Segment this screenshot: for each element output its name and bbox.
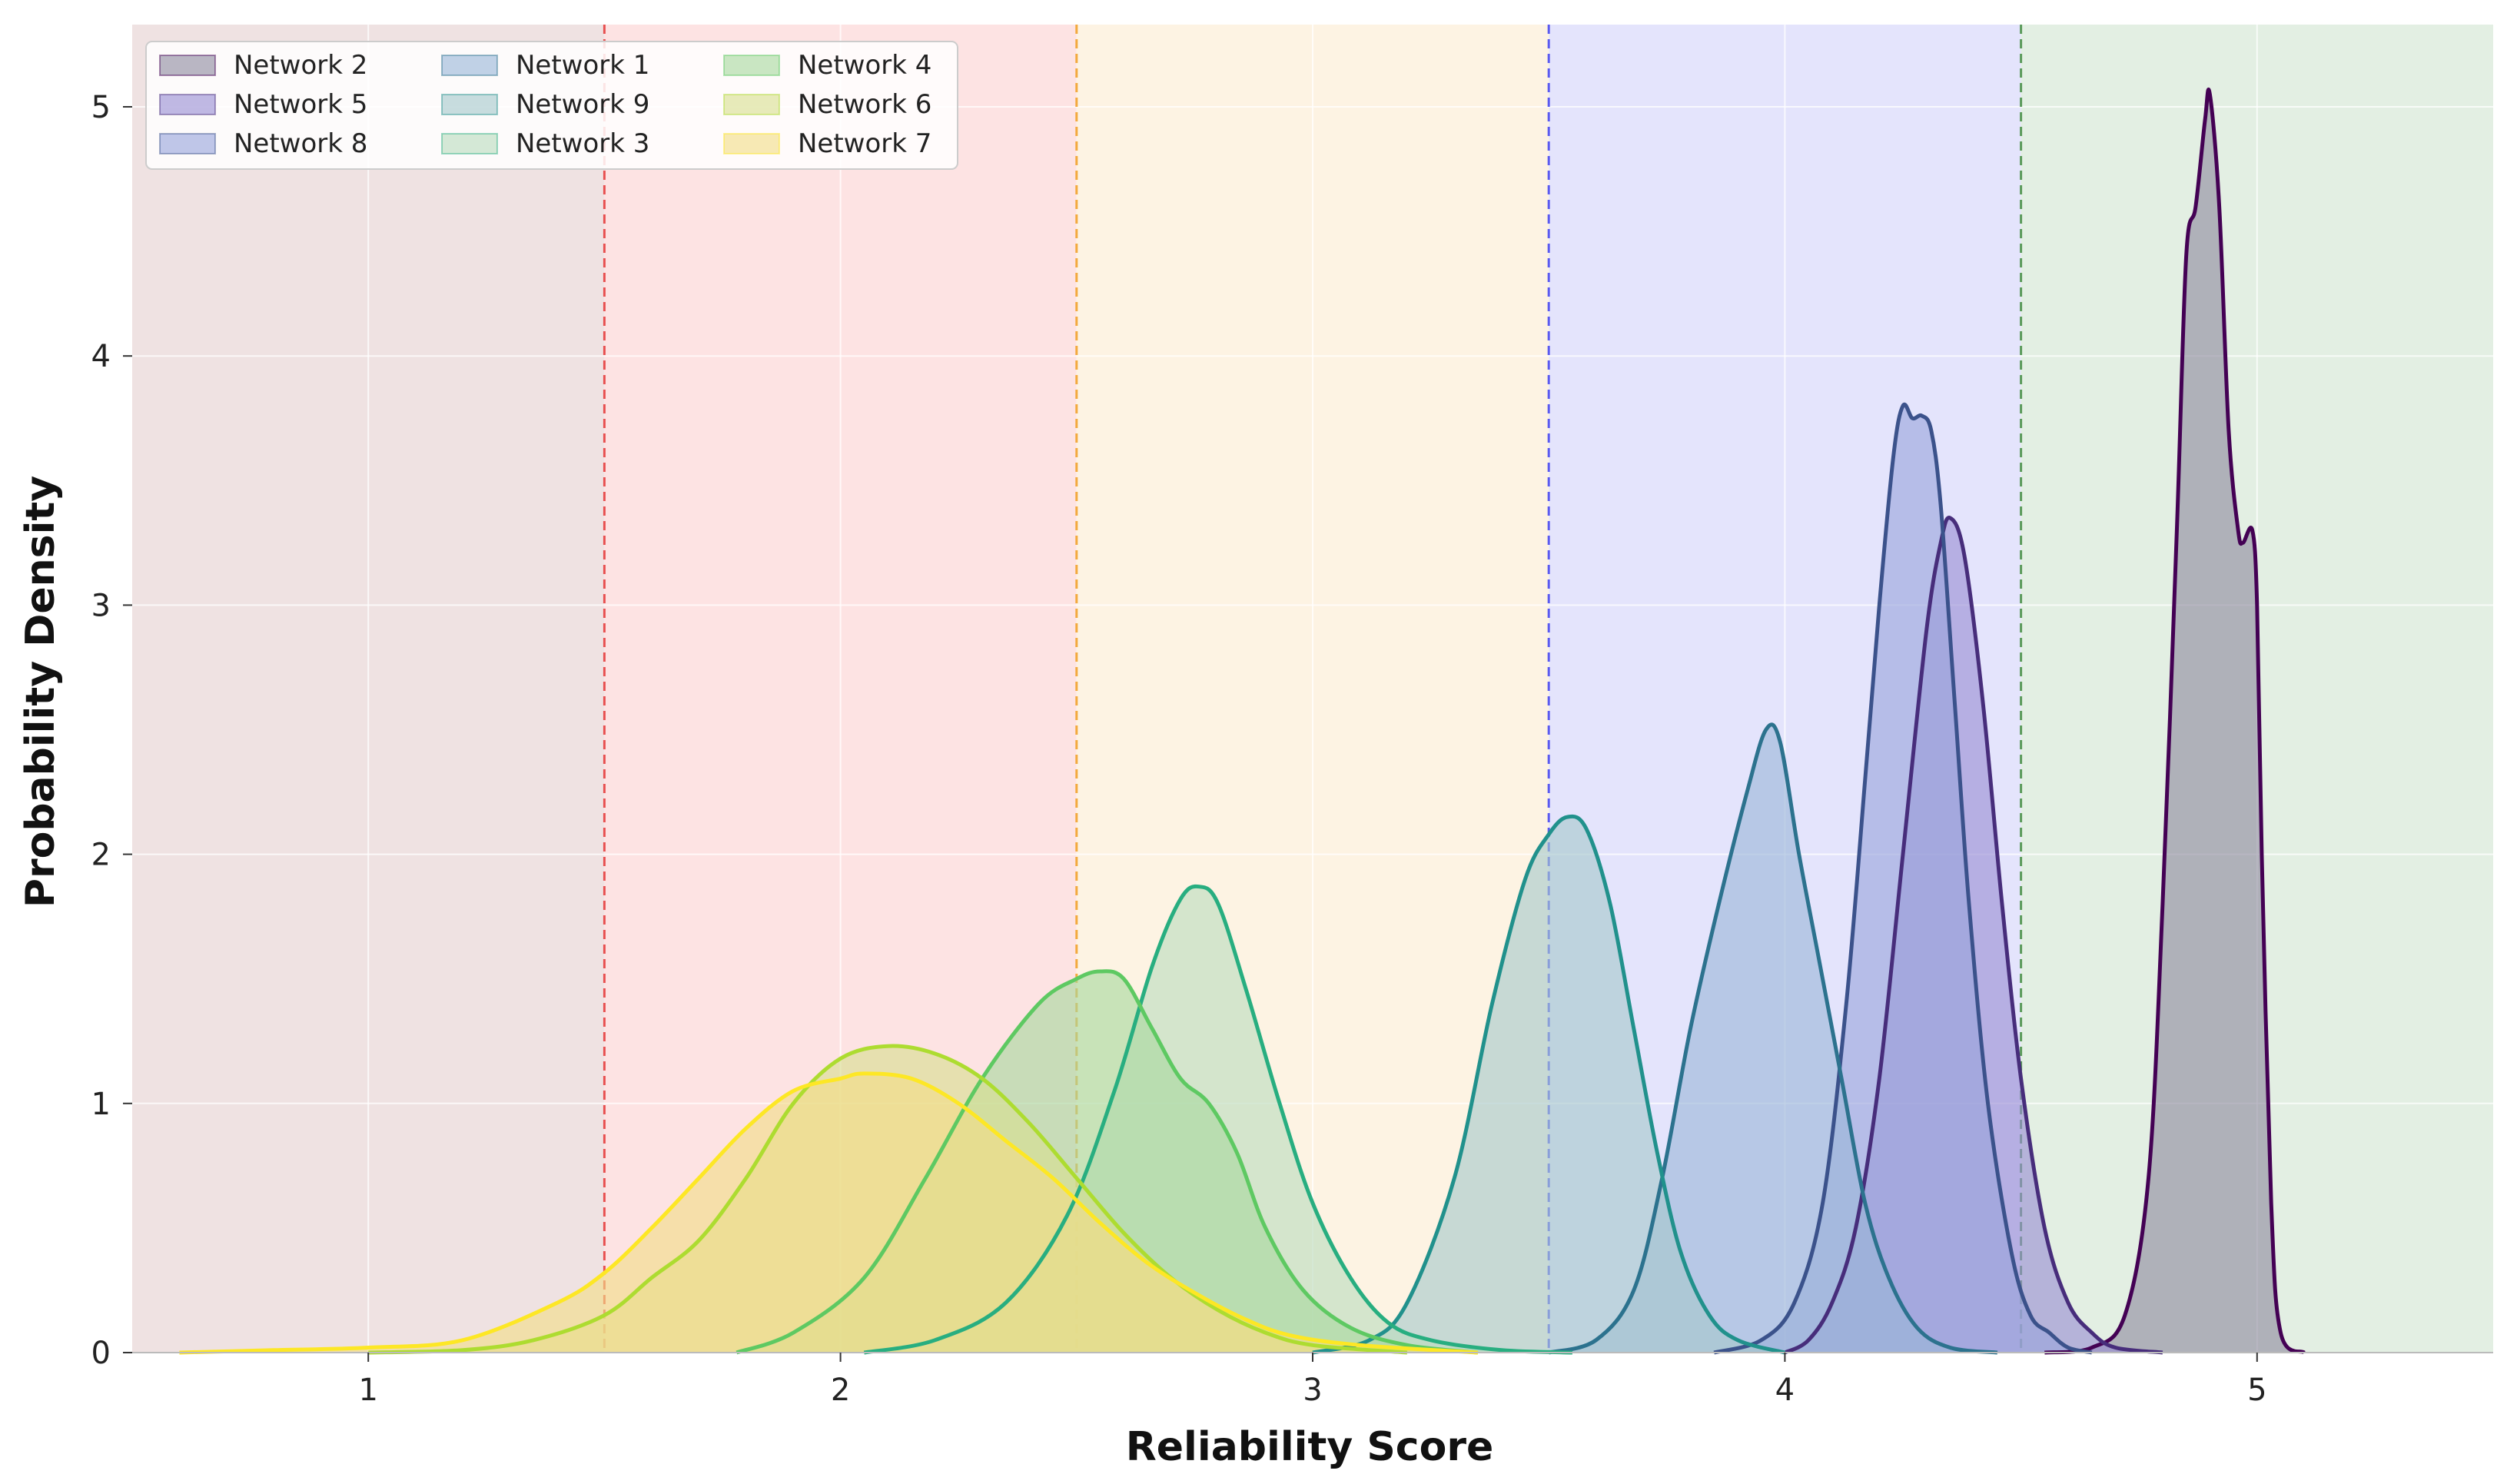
legend-label-network-7: Network 7 — [798, 128, 931, 159]
area-network-9 — [1313, 816, 1785, 1353]
legend-label-network-5: Network 5 — [234, 89, 367, 120]
line-network-6 — [368, 1044, 1408, 1355]
legend-swatch-network-4 — [723, 55, 780, 76]
y-tick-label-0: 0 — [91, 1336, 111, 1371]
y-ticks: 0 1 2 3 4 5 — [91, 90, 132, 1371]
area-network-8 — [1714, 404, 2092, 1353]
thresholds — [603, 25, 2023, 1353]
legend-label-network-9: Network 9 — [516, 89, 649, 120]
legend-swatch-network-9 — [441, 94, 498, 115]
series — [179, 87, 2306, 1355]
legend-swatch-network-1 — [441, 55, 498, 76]
y-axis-title: Probability Density — [18, 476, 64, 908]
y-tick-label-3: 3 — [91, 588, 111, 623]
legend-swatch-network-2 — [159, 55, 216, 76]
legend-label-network-4: Network 4 — [798, 50, 931, 81]
line-network-2 — [2044, 87, 2306, 1355]
x-axis-title: Reliability Score — [1126, 1424, 1494, 1470]
x-tick-label-5: 5 — [2247, 1373, 2266, 1408]
legend-label-network-3: Network 3 — [516, 128, 649, 159]
x-tick-label-1: 1 — [358, 1373, 377, 1408]
line-network-3 — [863, 884, 1572, 1355]
line-network-1 — [1548, 722, 1998, 1355]
y-tick-label-1: 1 — [91, 1087, 111, 1122]
x-tick-label-3: 3 — [1303, 1373, 1322, 1408]
area-network-2 — [2044, 89, 2305, 1353]
legend-label-network-1: Network 1 — [516, 50, 649, 81]
legend-swatch-network-7 — [723, 133, 780, 154]
y-tick-label-4: 4 — [91, 339, 111, 374]
area-network-7 — [179, 1073, 1478, 1353]
line-network-9 — [1312, 814, 1786, 1355]
legend-swatch-network-3 — [441, 133, 498, 154]
x-ticks: 1 2 3 4 5 — [358, 1353, 2267, 1408]
x-tick-label-2: 2 — [831, 1373, 850, 1408]
legend: Network 2 Network 5 Network 8 Network 1 Netw… — [145, 41, 958, 170]
legend-swatch-network-6 — [723, 94, 780, 115]
line-network-5 — [1784, 516, 2163, 1355]
line-network-4 — [735, 969, 1479, 1355]
legend-label-network-8: Network 8 — [234, 128, 367, 159]
legend-label-network-2: Network 2 — [234, 50, 367, 81]
legend-swatch-network-5 — [159, 94, 216, 115]
legend-swatch-network-8 — [159, 133, 216, 154]
line-network-7 — [179, 1071, 1479, 1355]
line-network-8 — [1713, 402, 2093, 1355]
y-tick-label-5: 5 — [91, 90, 111, 125]
legend-label-network-6: Network 6 — [798, 89, 931, 120]
x-tick-label-4: 4 — [1775, 1373, 1795, 1408]
y-tick-label-2: 2 — [91, 838, 111, 873]
